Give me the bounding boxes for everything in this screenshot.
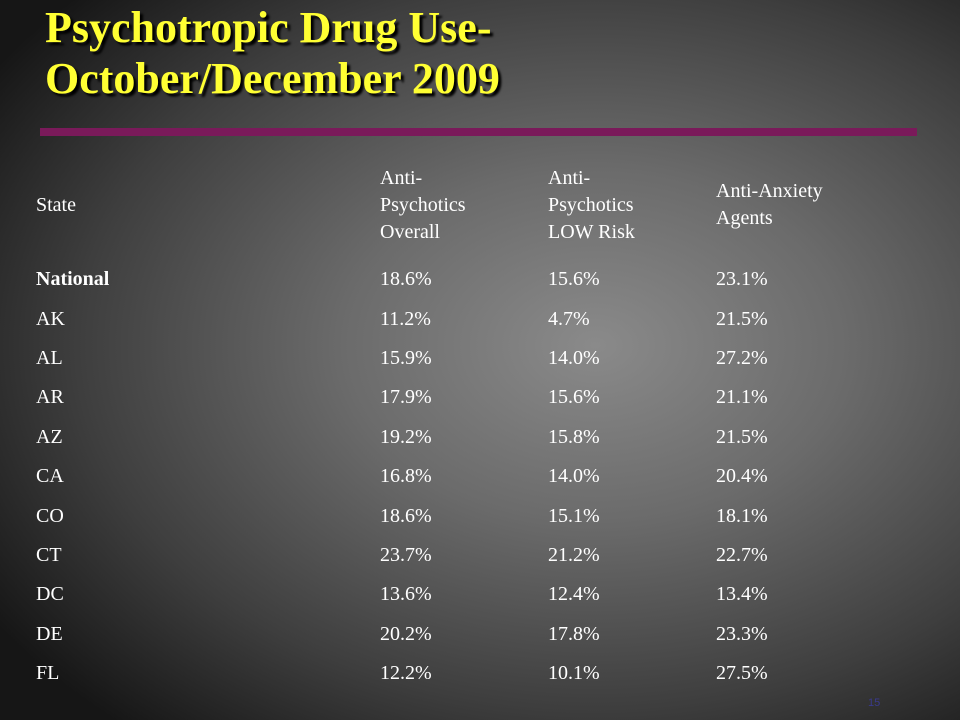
header-anxiety-line-1: Anti-Anxiety — [716, 180, 823, 202]
cell-anxiety: 21.5% — [716, 307, 768, 330]
cell-anxiety: 20.4% — [716, 465, 768, 488]
cell-anxiety: 13.4% — [716, 583, 768, 606]
header-state: State — [36, 150, 380, 260]
cell-low-risk: 14.0% — [548, 346, 600, 369]
slide-title: Psychotropic Drug Use- October/December … — [45, 2, 905, 104]
cell-state: AL — [36, 346, 63, 369]
cell-overall: 12.2% — [380, 662, 432, 685]
cell-anxiety: 21.5% — [716, 425, 768, 448]
header-anxiety-line-2: Agents — [716, 207, 773, 229]
cell-anxiety: 18.1% — [716, 504, 768, 527]
table-row: CA 16.8% 14.0% 20.4% — [36, 457, 886, 496]
table-body: National 18.6% 15.6% 23.1% AK 11.2% 4.7%… — [36, 260, 886, 693]
cell-overall: 13.6% — [380, 583, 432, 606]
cell-low-risk: 15.6% — [548, 268, 600, 291]
header-antipsychotics-low-risk: Anti- Psychotics LOW Risk — [548, 150, 716, 260]
header-overall-line-2: Psychotics — [380, 193, 466, 216]
cell-overall: 15.9% — [380, 346, 432, 369]
cell-overall: 19.2% — [380, 425, 432, 448]
table-row-national: National 18.6% 15.6% 23.1% — [36, 260, 886, 299]
cell-state: CO — [36, 504, 64, 527]
header-low-risk-line-3: LOW Risk — [548, 220, 635, 243]
table-row: AZ 19.2% 15.8% 21.5% — [36, 418, 886, 457]
header-low-risk-line-1: Anti- — [548, 166, 591, 189]
cell-low-risk: 12.4% — [548, 583, 600, 606]
header-row: State Anti- Psychotics Overall Anti- Psy… — [36, 150, 886, 260]
cell-overall: 11.2% — [380, 307, 431, 330]
table-row: CT 23.7% 21.2% 22.7% — [36, 536, 886, 575]
cell-low-risk: 15.1% — [548, 504, 600, 527]
cell-overall: 18.6% — [380, 268, 432, 291]
cell-overall: 20.2% — [380, 622, 432, 645]
cell-anxiety: 22.7% — [716, 543, 768, 566]
table-row: DC 13.6% 12.4% 13.4% — [36, 575, 886, 614]
header-overall-line-3: Overall — [380, 220, 440, 243]
cell-state: CA — [36, 465, 64, 488]
cell-overall: 23.7% — [380, 543, 432, 566]
cell-anxiety: 23.3% — [716, 622, 768, 645]
header-antipsychotics-overall: Anti- Psychotics Overall — [380, 150, 548, 260]
title-underline-rule — [40, 128, 917, 136]
cell-state: AR — [36, 386, 64, 409]
cell-state: DC — [36, 583, 64, 606]
cell-state: FL — [36, 662, 60, 685]
table-row: AR 17.9% 15.6% 21.1% — [36, 378, 886, 417]
cell-low-risk: 14.0% — [548, 465, 600, 488]
cell-state: CT — [36, 543, 62, 566]
title-line-1: Psychotropic Drug Use- — [45, 3, 492, 52]
cell-overall: 16.8% — [380, 465, 432, 488]
cell-low-risk: 21.2% — [548, 543, 600, 566]
drug-use-table: State Anti- Psychotics Overall Anti- Psy… — [36, 150, 886, 693]
page-number: 15 — [868, 697, 881, 709]
cell-state: National — [36, 268, 110, 291]
table-row: FL 12.2% 10.1% 27.5% — [36, 654, 886, 693]
cell-anxiety: 27.2% — [716, 346, 768, 369]
cell-low-risk: 15.6% — [548, 386, 600, 409]
table-row: AL 15.9% 14.0% 27.2% — [36, 339, 886, 378]
header-overall-line-1: Anti- — [380, 166, 423, 189]
cell-low-risk: 15.8% — [548, 425, 600, 448]
table-row: AK 11.2% 4.7% 21.5% — [36, 299, 886, 338]
title-line-2: October/December 2009 — [45, 54, 500, 103]
cell-overall: 17.9% — [380, 386, 432, 409]
cell-state: DE — [36, 622, 63, 645]
cell-anxiety: 21.1% — [716, 386, 768, 409]
header-anti-anxiety-agents: Anti-Anxiety Agents — [716, 150, 886, 260]
header-low-risk-line-2: Psychotics — [548, 193, 634, 216]
cell-overall: 18.6% — [380, 504, 432, 527]
cell-low-risk: 4.7% — [548, 307, 590, 330]
cell-anxiety: 23.1% — [716, 268, 768, 291]
header-state-text: State — [36, 193, 76, 216]
table-header: State Anti- Psychotics Overall Anti- Psy… — [36, 150, 886, 260]
cell-low-risk: 10.1% — [548, 662, 600, 685]
cell-anxiety: 27.5% — [716, 662, 768, 685]
table-row: CO 18.6% 15.1% 18.1% — [36, 496, 886, 535]
cell-state: AK — [36, 307, 65, 330]
table-row: DE 20.2% 17.8% 23.3% — [36, 615, 886, 654]
cell-low-risk: 17.8% — [548, 622, 600, 645]
cell-state: AZ — [36, 425, 63, 448]
